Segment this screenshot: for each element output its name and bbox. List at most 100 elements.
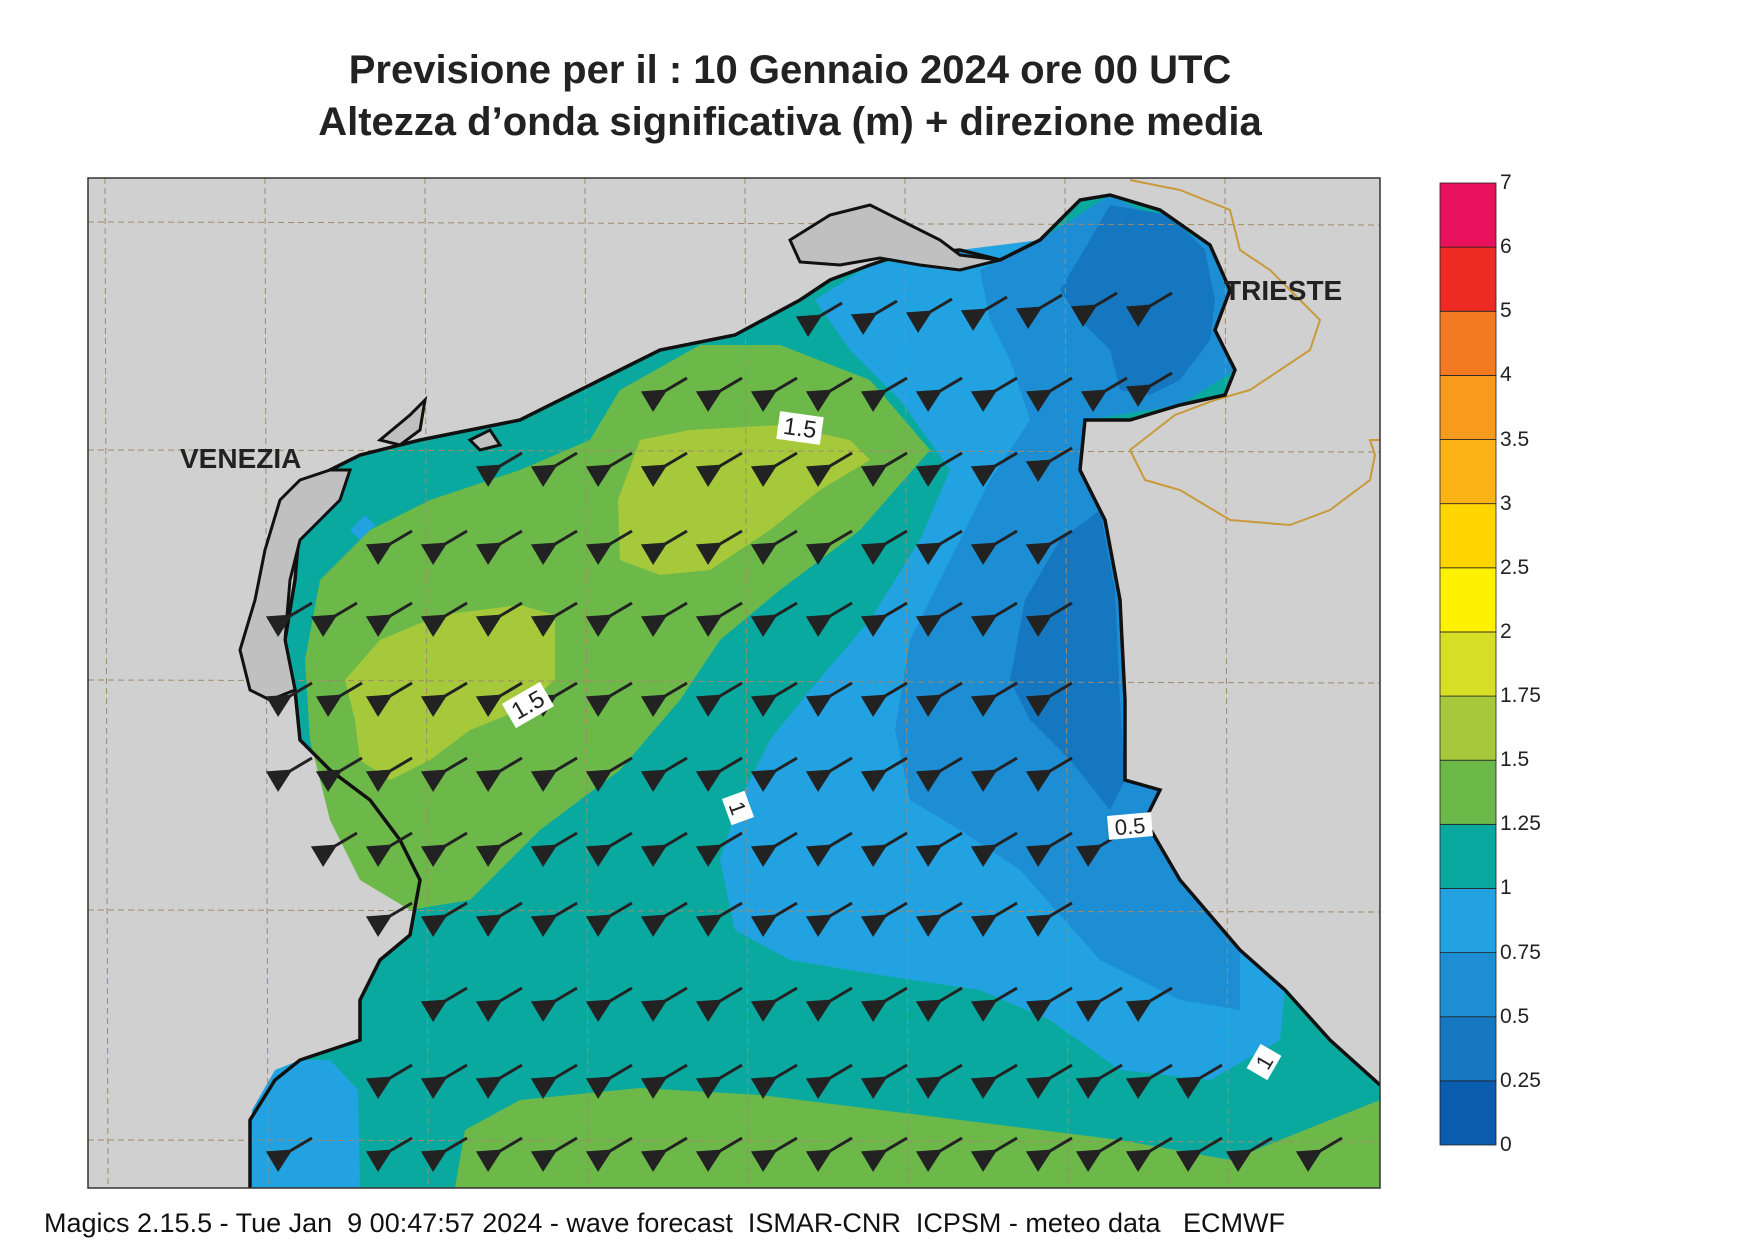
map-frame [87, 177, 1381, 1189]
wave-direction-arrow [420, 756, 468, 793]
city-label-trieste: TRIESTE [1224, 275, 1342, 306]
wave-zone-1.5-1.75-north [618, 425, 870, 575]
wave-direction-arrow [1075, 1136, 1123, 1173]
wave-direction-arrow [585, 451, 633, 488]
wave-direction-arrow [915, 756, 963, 793]
wave-direction-arrow [475, 681, 523, 718]
wave-direction-arrow [585, 1063, 633, 1100]
wave-direction-arrow [310, 601, 358, 638]
wave-direction-arrow [265, 756, 313, 793]
legend-swatch [1439, 952, 1497, 1018]
wave-direction-arrow [750, 681, 798, 718]
wave-zone-venice-lagoon-inlet [350, 515, 375, 540]
wave-direction-arrow [475, 986, 523, 1023]
wave-direction-arrow [475, 756, 523, 793]
wave-direction-arrow [365, 601, 413, 638]
wave-direction-arrow [860, 831, 908, 868]
wave-direction-arrow [420, 601, 468, 638]
wave-direction-arrow [695, 986, 743, 1023]
wave-direction-arrow [805, 451, 853, 488]
wave-direction-arrow [695, 901, 743, 938]
wave-direction-arrow [860, 601, 908, 638]
wave-direction-arrow [1075, 986, 1123, 1023]
wave-direction-arrow [365, 901, 413, 938]
wave-direction-arrow [915, 681, 963, 718]
legend-swatch [1439, 567, 1497, 633]
wave-direction-arrow [1125, 371, 1173, 408]
wave-direction-arrow [1025, 601, 1073, 638]
wave-direction-arrow [750, 756, 798, 793]
contour-label-group: 1.5 1.5 1 0.5 1 [501, 411, 1282, 1081]
wave-direction-arrow [420, 1136, 468, 1173]
wave-direction-arrow [795, 301, 843, 338]
wave-direction-arrow [640, 681, 688, 718]
wave-direction-arrow [530, 1063, 578, 1100]
wave-direction-arrow [640, 376, 688, 413]
contour-label-1-center: 1 [721, 790, 755, 826]
legend-tick-label: 0.75 [1500, 940, 1541, 964]
legend-tick-label: 5 [1500, 299, 1512, 323]
legend-swatch [1439, 695, 1497, 761]
wave-direction-arrow [860, 529, 908, 566]
wave-direction-arrow [695, 756, 743, 793]
wave-direction-arrow [750, 1136, 798, 1173]
legend-swatch [1439, 503, 1497, 569]
wave-direction-arrow [805, 376, 853, 413]
svg-text:0.5: 0.5 [1114, 813, 1147, 841]
contour-label-1-south-east: 1 [1246, 1043, 1282, 1081]
map-subtitle: Altezza d’onda significativa (m) + direz… [318, 100, 1262, 144]
legend-swatch [1439, 310, 1497, 376]
wave-direction-arrow [915, 376, 963, 413]
wave-direction-arrow [475, 1136, 523, 1173]
contour-label-1.5-north: 1.5 [776, 411, 824, 445]
wave-direction-arrow [1125, 986, 1173, 1023]
wave-direction-arrow [365, 681, 413, 718]
legend-tick-label: 3 [1500, 491, 1512, 515]
wave-direction-arrow [1075, 1063, 1123, 1100]
wave-direction-arrow [640, 986, 688, 1023]
wave-direction-arrow [860, 986, 908, 1023]
legend-tick-label: 2 [1500, 619, 1512, 643]
wave-direction-arrow [1225, 1136, 1273, 1173]
legend-tick-label: 0 [1500, 1133, 1512, 1156]
legend-swatch [1439, 374, 1497, 440]
legend-tick-label: 7 [1500, 171, 1512, 194]
national-border [1128, 179, 1380, 527]
wave-direction-arrow [970, 451, 1018, 488]
wave-direction-arrow [805, 986, 853, 1023]
legend-swatch [1439, 759, 1497, 825]
wave-direction-arrow [805, 756, 853, 793]
wave-direction-arrow [585, 601, 633, 638]
wave-direction-arrow [695, 1136, 743, 1173]
wave-direction-arrow [695, 601, 743, 638]
wave-direction-arrow [315, 756, 363, 793]
wave-direction-arrow [585, 1136, 633, 1173]
wave-direction-arrow [750, 601, 798, 638]
wave-direction-arrow [860, 681, 908, 718]
wave-direction-arrow [915, 529, 963, 566]
wave-direction-arrow [695, 1063, 743, 1100]
wave-direction-arrow [915, 601, 963, 638]
wave-direction-arrow [970, 831, 1018, 868]
coastline [298, 193, 1380, 1087]
wave-direction-arrow [365, 529, 413, 566]
wave-direction-arrow [265, 1136, 313, 1173]
svg-text:1.5: 1.5 [782, 413, 819, 444]
wave-direction-arrow [905, 297, 953, 334]
legend-tick-label: 1.5 [1500, 748, 1530, 772]
wave-direction-arrow [960, 295, 1008, 332]
footer-credits: Magics 2.15.5 - Tue Jan 9 00:47:57 2024 … [44, 1208, 1285, 1238]
legend-tick-label: 1 [1500, 876, 1512, 900]
map-title: Previsione per il : 10 Gennaio 2024 ore … [348, 48, 1232, 92]
venice-lagoon [238, 395, 503, 702]
wave-direction-arrow [530, 1136, 578, 1173]
wave-direction-arrow [1025, 376, 1073, 413]
wave-direction-arrow [805, 1063, 853, 1100]
wave-direction-arrow [860, 1136, 908, 1173]
wave-direction-arrow [970, 901, 1018, 938]
wave-direction-arrow [530, 601, 578, 638]
wave-direction-arrow [750, 529, 798, 566]
color-scale-legend [1439, 182, 1497, 1146]
legend-tick-label: 2.5 [1500, 555, 1530, 579]
wave-direction-arrow [860, 901, 908, 938]
